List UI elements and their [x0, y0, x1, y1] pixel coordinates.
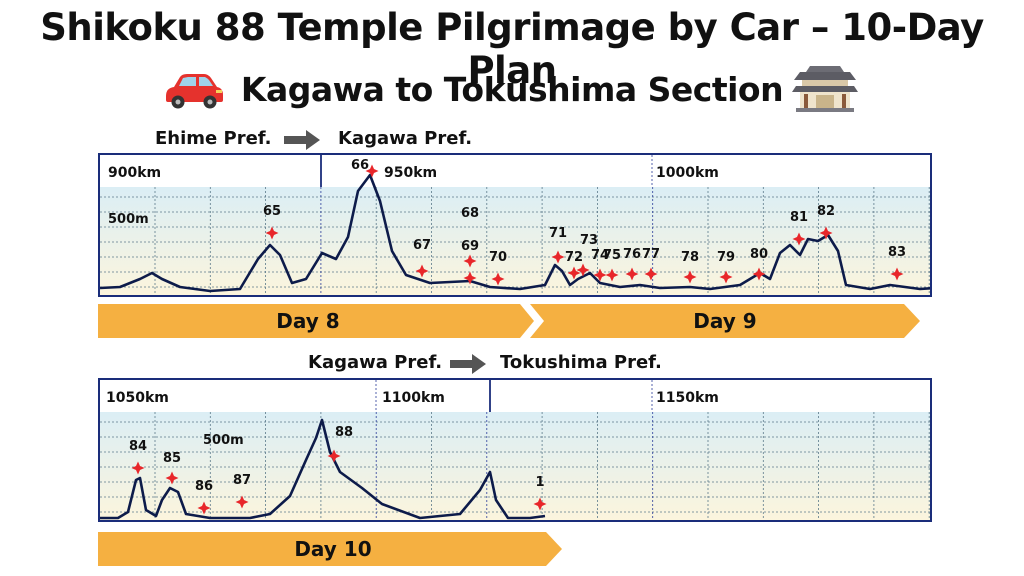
page-title: Shikoku 88 Temple Pilgrimage by Car – 10… — [40, 6, 984, 92]
temple-number-label: 80 — [750, 247, 768, 262]
temple-marker — [265, 226, 279, 240]
temple-marker — [415, 264, 429, 278]
day-bar: Day 9 — [530, 304, 922, 338]
temple-marker — [365, 164, 379, 178]
day-label: Day 8 — [276, 309, 340, 333]
temple-marker — [463, 254, 477, 268]
temple-number-label: 72 — [565, 250, 583, 265]
temple-marker — [890, 267, 904, 281]
car-icon — [166, 74, 223, 109]
temple-marker — [235, 495, 249, 509]
temple-number-label: 82 — [817, 204, 835, 219]
temple-marker — [605, 268, 619, 282]
pref-from-label: Kagawa Pref. — [308, 352, 443, 373]
elevation-profile-panel: 900km 950km 1000km 500m 65 66 67 68 69 70 71 72 73 74… — [98, 153, 932, 297]
temple-number-label: 81 — [790, 210, 808, 225]
day-bar: Day 8 — [98, 304, 538, 338]
elevation-profile-line — [100, 173, 930, 293]
temple-number-label: 76 — [623, 247, 641, 262]
temple-marker — [491, 272, 505, 286]
temple-number-label: 1 — [535, 475, 544, 490]
km-label: 1050km — [106, 390, 169, 406]
temple-number-label: 84 — [129, 439, 147, 454]
temple-icon — [792, 66, 858, 112]
temple-marker — [567, 266, 581, 280]
temple-number-label: 75 — [603, 248, 621, 263]
temple-number-label: 66 — [351, 158, 369, 173]
temple-marker — [533, 497, 547, 511]
day-label: Day 9 — [693, 309, 757, 333]
page-subtitle: Kagawa to Tokushima Section — [240, 70, 784, 109]
temple-marker — [327, 449, 341, 463]
temple-number-label: 67 — [413, 238, 431, 253]
temple-number-label: 85 — [163, 451, 181, 466]
temple-marker — [625, 267, 639, 281]
temple-number-label: 87 — [233, 473, 251, 488]
temple-marker — [719, 270, 733, 284]
km-label: 950km — [384, 165, 437, 181]
temple-marker — [593, 268, 607, 282]
arrow-right-icon — [284, 130, 320, 150]
pref-to-label: Kagawa Pref. — [338, 128, 473, 149]
km-label: 1150km — [656, 390, 719, 406]
temple-marker — [576, 263, 590, 277]
km-label: 1000km — [656, 165, 719, 181]
elevation-label: 500m — [108, 212, 149, 227]
arrow-right-icon — [450, 354, 486, 374]
temple-marker — [131, 461, 145, 475]
temple-number-label: 68 — [461, 206, 479, 221]
elevation-chart: 900km 950km 1000km 500m 65 66 67 68 69 70 71 72 7374… — [100, 155, 930, 295]
pref-from-label: Ehime Pref. — [155, 128, 272, 149]
temple-marker — [463, 271, 477, 285]
day-label: Day 10 — [294, 537, 372, 561]
temple-number-label: 86 — [195, 479, 213, 494]
temple-number-label: 70 — [489, 250, 507, 265]
temple-number-label: 78 — [681, 250, 699, 265]
temple-number-label: 74 — [591, 248, 609, 263]
elevation-profile-panel: 1050km 1100km 1150km 500m 84 85 86 87 88 1 — [98, 378, 932, 522]
temple-marker — [819, 226, 833, 240]
temple-number-label: 73 — [580, 233, 598, 248]
temple-number-label: 69 — [461, 239, 479, 254]
temple-number-label: 83 — [888, 245, 906, 260]
temple-number-label: 65 — [263, 204, 281, 219]
temple-marker — [551, 250, 565, 264]
km-label: 1100km — [382, 390, 445, 406]
day-bar: Day 10 — [98, 532, 568, 566]
temple-number-label: 77 — [642, 247, 660, 262]
pref-to-label: Tokushima Pref. — [500, 352, 662, 373]
temple-number-label: 79 — [717, 250, 735, 265]
temple-number-label: 71 — [549, 226, 567, 241]
elevation-profile-line — [100, 418, 546, 520]
temple-marker — [792, 232, 806, 246]
km-label: 900km — [108, 165, 161, 181]
temple-marker — [752, 267, 766, 281]
temple-number-label: 88 — [335, 425, 353, 440]
temple-marker — [644, 267, 658, 281]
temple-marker — [165, 471, 179, 485]
elevation-label: 500m — [203, 433, 244, 448]
elevation-chart: 1050km 1100km 1150km 500m 84 85 86 87 88 1 — [100, 380, 930, 520]
temple-marker — [197, 501, 211, 515]
temple-marker — [683, 270, 697, 284]
